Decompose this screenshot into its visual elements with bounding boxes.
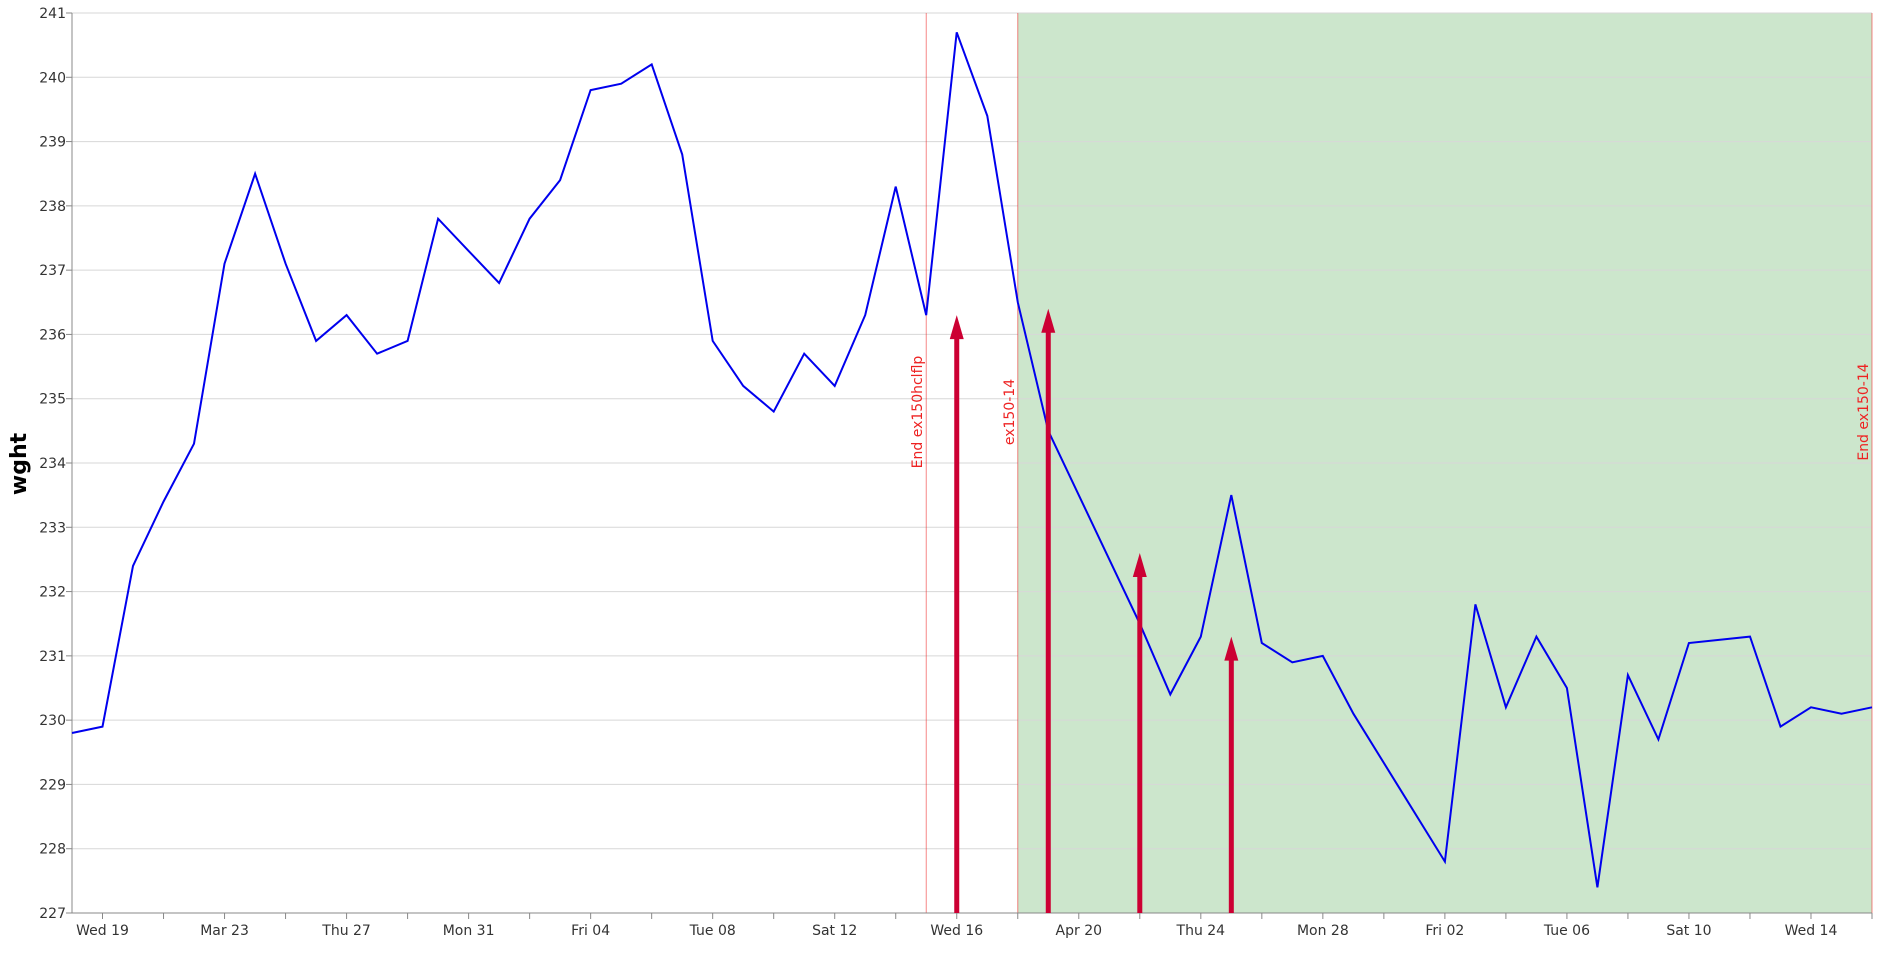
x-tick-label: Wed 16 — [930, 923, 983, 939]
x-tick-label: Sat 12 — [812, 923, 857, 939]
x-tick-label: Fri 02 — [1425, 923, 1464, 939]
y-tick-label: 237 — [39, 263, 66, 279]
y-tick-label: 240 — [39, 70, 66, 86]
vertical-marker-label: End ex150hclflp — [910, 356, 926, 469]
grid-layer — [72, 12, 1872, 914]
y-tick-label: 232 — [39, 585, 66, 601]
vertical-marker-label: ex150-14 — [1002, 379, 1018, 445]
y-tick-label: 234 — [39, 456, 66, 472]
y-tick-label: 236 — [39, 327, 66, 343]
x-tick-label: Mar 23 — [200, 923, 249, 939]
y-tick-label: 231 — [39, 649, 66, 665]
arrow-head — [1132, 553, 1147, 577]
x-tick-label: Mon 28 — [1297, 923, 1349, 939]
y-tick-label: 239 — [39, 135, 66, 151]
x-tick-label: Thu 27 — [321, 923, 371, 939]
arrow-head — [1041, 308, 1056, 333]
x-tick-label: Sat 10 — [1666, 923, 1711, 939]
x-tick-label: Thu 24 — [1176, 923, 1226, 939]
series-layer — [71, 31, 1873, 888]
y-tick-label: 229 — [39, 777, 66, 793]
x-tick-label: Wed 19 — [76, 923, 129, 939]
y-tick-label: 228 — [39, 842, 66, 858]
y-axis-label: wght — [7, 432, 32, 495]
y-tick-label: 227 — [39, 906, 66, 922]
x-tick-label: Tue 06 — [1543, 923, 1590, 939]
series-line — [71, 31, 1873, 888]
x-tick-label: Tue 08 — [689, 923, 736, 939]
y-tick-label: 235 — [39, 392, 66, 408]
y-tick-label: 230 — [39, 713, 66, 729]
vertical-marker-layer: End ex150hclflp ex150-14 End ex150-14 — [910, 13, 1873, 913]
arrow-head — [949, 315, 964, 340]
x-tick-label: Wed 14 — [1785, 923, 1838, 939]
y-tick-label: 233 — [39, 520, 66, 536]
axis-layer: 227 228 229 230 231 232 233 234 235 236 237 238 239 2… — [39, 6, 1873, 939]
x-tick-label: Mon 31 — [443, 923, 495, 939]
x-tick-label: Apr 20 — [1056, 923, 1102, 939]
arrow-head — [1224, 636, 1239, 661]
x-tick-label: Fri 04 — [571, 923, 610, 939]
vertical-marker-label: End ex150-14 — [1856, 363, 1872, 460]
arrow-layer — [949, 308, 1239, 913]
y-tick-label: 241 — [39, 6, 66, 22]
y-tick-label: 238 — [39, 199, 66, 215]
